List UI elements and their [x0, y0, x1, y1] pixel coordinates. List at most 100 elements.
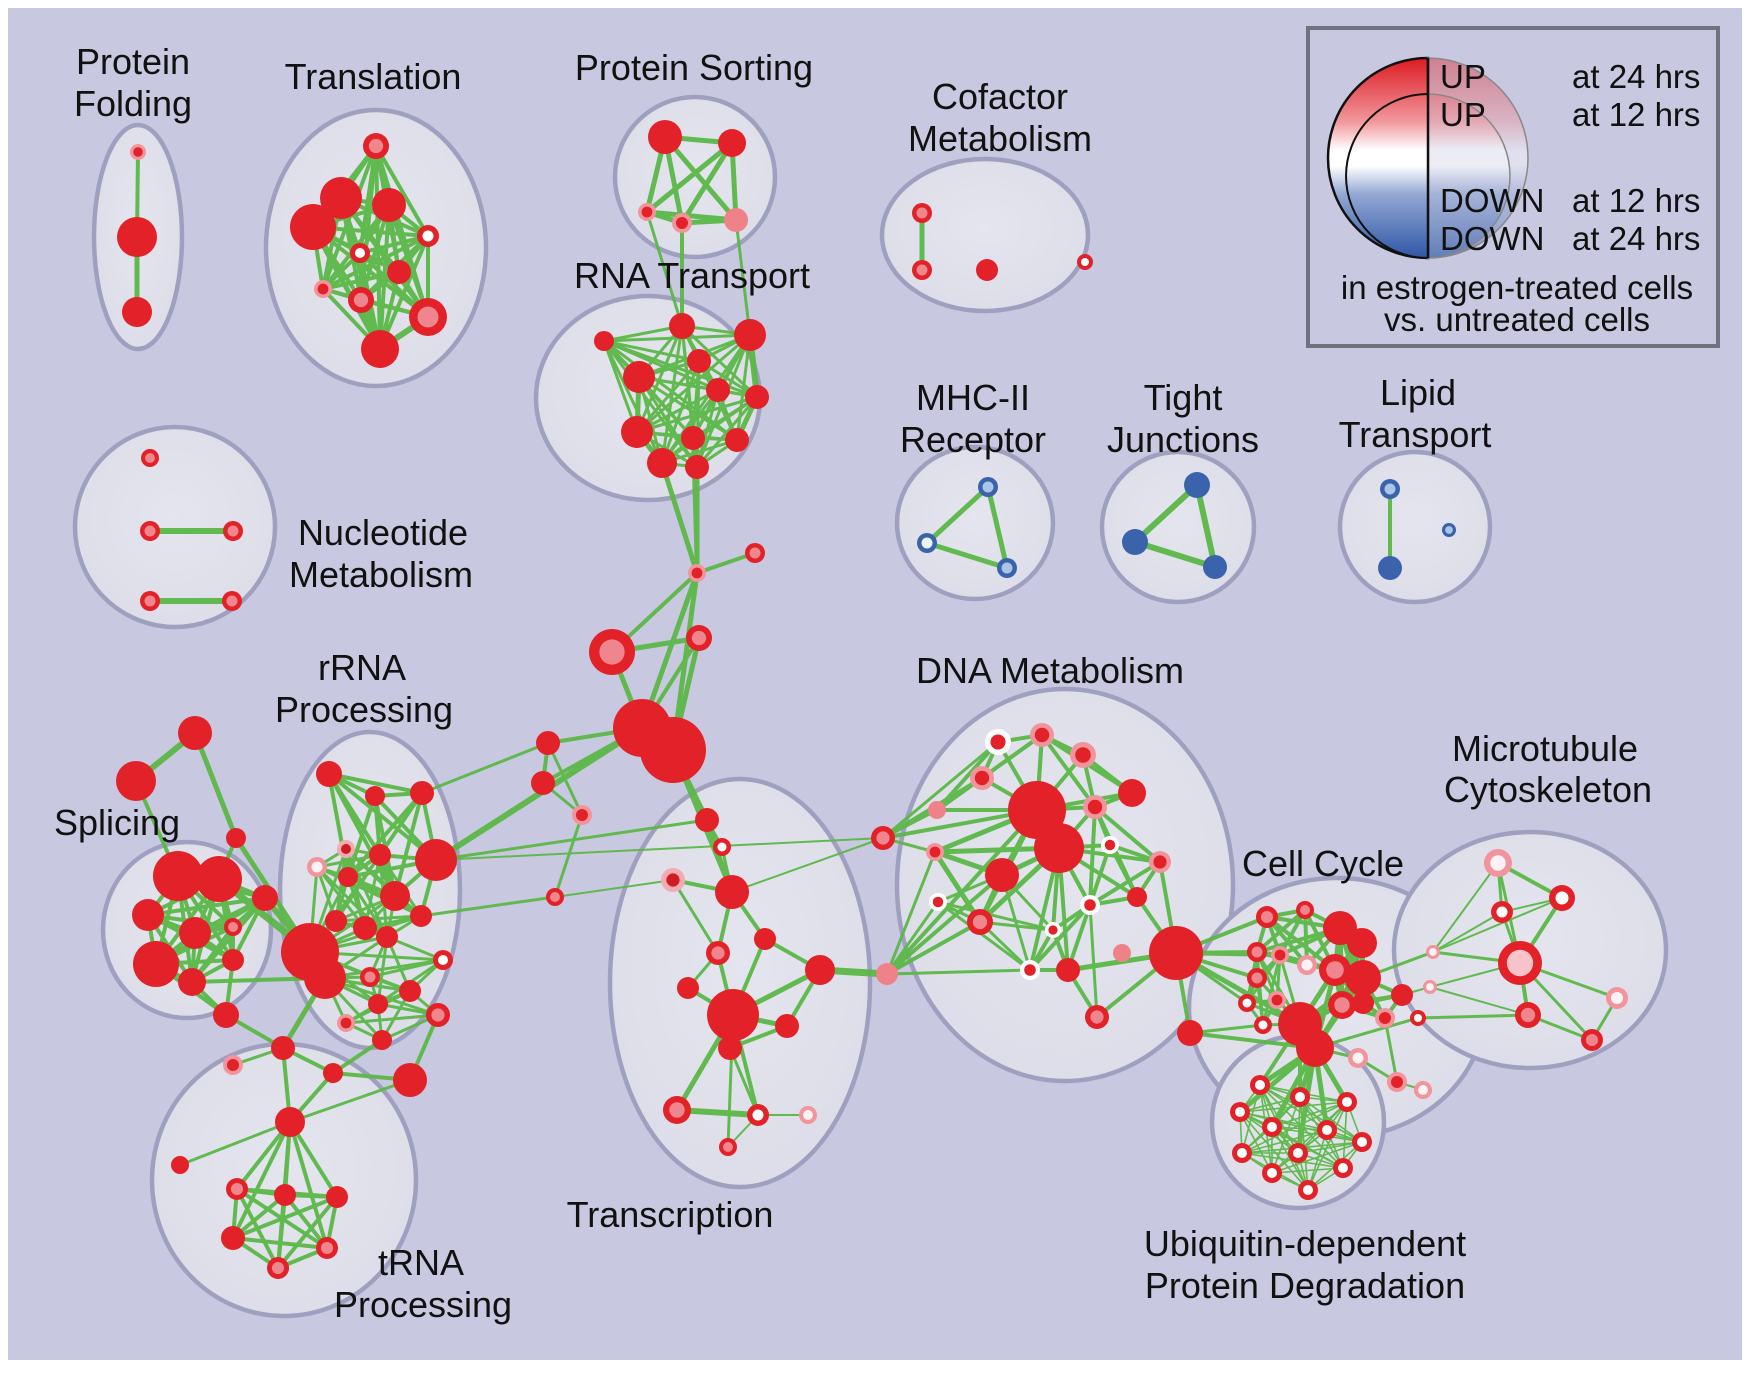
legend-row-label-1: UP	[1440, 96, 1486, 133]
edge-t1-t5	[374, 144, 430, 238]
node-core-s5	[228, 922, 238, 932]
node-core-tr3	[666, 873, 680, 887]
node-s1	[153, 851, 203, 901]
edge-d15-d18	[936, 900, 1055, 932]
edge-u3-u12	[1307, 1101, 1348, 1191]
node-core-ch4	[691, 630, 707, 646]
edge-d17-d22	[1028, 903, 1092, 972]
node-core-u5	[1267, 1122, 1277, 1132]
node-r2	[734, 319, 766, 351]
edge-tr3-tr6	[671, 878, 720, 955]
node-core-rr14	[438, 955, 448, 965]
edge-d12-d17	[1088, 860, 1162, 907]
node-t4	[290, 204, 336, 250]
node-core-m1	[982, 481, 994, 493]
edge-t4-t11	[310, 224, 383, 352]
node-tr10	[775, 1014, 799, 1038]
node-core-d8	[1087, 799, 1103, 815]
edge-ps3-r1	[645, 210, 684, 328]
node-core-tr13	[752, 1109, 764, 1121]
node-core-mt4	[1506, 949, 1534, 977]
node-ps2	[718, 129, 746, 157]
node-r12	[594, 331, 614, 351]
edge-r6-r12	[602, 339, 759, 399]
node-tr8	[677, 977, 699, 999]
node-t7	[387, 260, 411, 284]
edge-k2-k5	[1255, 908, 1307, 954]
node-core-g6	[271, 1261, 285, 1275]
cluster-label-cofactor-metabolism-1: Metabolism	[908, 118, 1092, 159]
node-tr9	[707, 989, 759, 1041]
edge-u7-u10	[1271, 1141, 1363, 1174]
node-r11	[685, 455, 709, 479]
node-rr13	[410, 905, 432, 927]
node-d5	[1118, 779, 1146, 807]
edge-rr18-rr19	[344, 1013, 440, 1025]
node-core-mt2	[1555, 891, 1569, 905]
node-g2	[274, 1184, 296, 1206]
node-core-k18	[1379, 1012, 1391, 1024]
node-tr11	[718, 1036, 742, 1060]
cluster-label-protein-folding-1: Folding	[74, 83, 192, 124]
edge-r6-r7	[635, 395, 759, 434]
edge-r11-r12	[602, 339, 699, 469]
cluster-label-tight-junctions-0: Tight	[1144, 377, 1223, 418]
node-core-m2	[921, 537, 933, 549]
cluster-label-lipid-transport-1: Transport	[1339, 414, 1492, 455]
edge-mc3-o1	[553, 813, 584, 899]
cluster-label-nucleotide-metabolism-1: Metabolism	[289, 554, 473, 595]
legend-node-glyph-half	[1345, 92, 1429, 260]
node-core-k11	[1271, 994, 1283, 1006]
edge-u2-u4	[1239, 1096, 1301, 1113]
edge-rr4-rr12	[344, 847, 389, 939]
node-ps5	[724, 208, 748, 232]
node-g3	[326, 1186, 348, 1208]
edge-mg3-mt6	[1416, 1013, 1530, 1020]
legend-node-glyph-half	[1427, 93, 1511, 259]
node-core-dmgA	[876, 831, 890, 845]
legend-footer-line-1: vs. untreated cells	[1384, 301, 1650, 338]
node-core-mg2	[1426, 983, 1434, 991]
node-core-d17	[1084, 899, 1096, 911]
edge-rr3-mc1	[420, 741, 550, 795]
edge-ps2-ps4	[679, 140, 735, 226]
node-core-t8	[317, 283, 329, 295]
node-r3	[623, 361, 655, 393]
cluster-ellipse-nucleotide-metabolism	[72, 424, 278, 630]
edge-dmgB-d15	[885, 900, 940, 976]
edge-r1-r12	[602, 324, 684, 343]
edge-g2-g5	[283, 1193, 329, 1250]
node-rr8	[380, 881, 410, 911]
edge-s6-s8	[190, 896, 267, 984]
edge-k18-k22	[1383, 1016, 1399, 1084]
edge-o1-tr3	[554, 879, 674, 898]
node-core-cf1	[916, 207, 928, 219]
node-core-tr12	[669, 1102, 685, 1118]
legend-row-label-2: DOWN	[1440, 182, 1544, 219]
edge-m1-m3	[985, 484, 1010, 571]
node-core-k23	[1418, 1085, 1428, 1095]
node-s2	[196, 856, 242, 902]
node-tr4	[715, 875, 749, 909]
cluster-label-microtubule-cytoskeleton-1: Cytoskeleton	[1444, 769, 1652, 810]
edge-ps5-r2	[734, 218, 752, 337]
node-g4	[221, 1226, 245, 1250]
cluster-label-cell-cycle-0: Cell Cycle	[1242, 843, 1404, 884]
node-core-mg3	[1414, 1014, 1422, 1022]
node-core-u2	[1295, 1092, 1305, 1102]
node-core-m3	[1001, 562, 1013, 574]
node-rr2	[365, 786, 385, 806]
node-core-tr15	[723, 1142, 733, 1152]
cluster-label-lipid-transport-0: Lipid	[1380, 372, 1456, 413]
node-k17	[1352, 992, 1374, 1014]
edge-u6-u8	[1241, 1129, 1328, 1154]
cluster-label-splicing-0: Splicing	[54, 802, 180, 843]
node-core-d24	[1090, 1010, 1104, 1024]
node-core-ch3	[749, 547, 761, 559]
node-core-u1	[1255, 1080, 1265, 1090]
cluster-label-ubiquitin-degradation-0: Ubiquitin-dependent	[1144, 1223, 1466, 1264]
node-cc2	[1177, 1020, 1203, 1046]
node-k4	[1347, 928, 1377, 958]
cluster-ellipse-tight-junctions	[1099, 449, 1257, 605]
node-x3	[226, 828, 246, 848]
